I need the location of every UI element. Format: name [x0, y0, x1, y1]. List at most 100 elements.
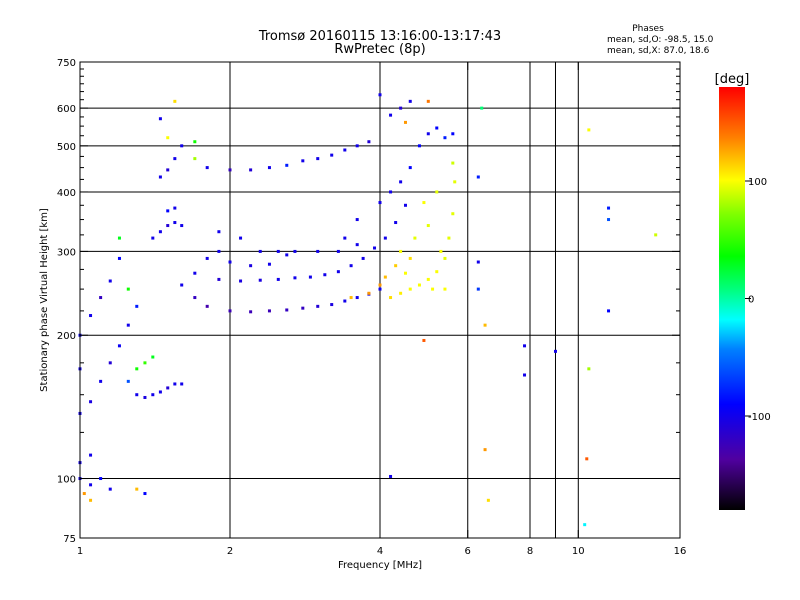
data-point	[151, 355, 155, 359]
data-point	[166, 168, 170, 172]
data-point	[117, 344, 121, 348]
x-tick-label: 6	[465, 546, 471, 557]
data-point	[180, 144, 184, 148]
data-point	[373, 246, 377, 250]
data-point	[217, 230, 221, 234]
data-point	[267, 309, 271, 313]
x-tick-label: 8	[527, 546, 533, 557]
data-point	[451, 132, 455, 136]
data-point	[408, 99, 412, 103]
data-point	[476, 287, 480, 291]
stats-heading: Phases	[632, 24, 664, 34]
data-point	[89, 314, 93, 318]
data-point	[166, 386, 170, 390]
data-point	[553, 349, 557, 353]
data-point	[193, 140, 197, 144]
data-point	[343, 148, 347, 152]
data-point	[330, 303, 334, 307]
data-point	[228, 260, 232, 264]
data-point	[435, 126, 439, 130]
data-point	[378, 283, 382, 287]
data-point	[367, 140, 371, 144]
colorbar-tick-label: 100	[748, 177, 767, 188]
data-point	[249, 168, 253, 172]
data-point	[422, 338, 426, 342]
data-point	[451, 212, 455, 216]
data-point	[166, 136, 170, 140]
data-point	[267, 262, 271, 266]
data-point	[158, 117, 162, 121]
data-point	[355, 144, 359, 148]
x-axis-label: Frequency [MHz]	[338, 560, 422, 571]
data-point	[399, 106, 403, 110]
data-point	[486, 498, 490, 502]
y-tick-label: 500	[57, 142, 76, 153]
data-point	[389, 296, 393, 300]
colorbar-tick-label: 0	[748, 295, 754, 306]
data-point	[239, 279, 243, 283]
stats-x-line: mean, sd,X: 87.0, 18.6	[607, 46, 710, 56]
data-point	[443, 287, 447, 291]
data-point	[180, 283, 184, 287]
data-point	[173, 221, 177, 225]
data-point	[135, 304, 139, 308]
data-point	[135, 367, 139, 371]
y-tick-label: 300	[57, 247, 76, 258]
x-tick-label: 4	[377, 546, 383, 557]
data-point	[330, 153, 334, 157]
data-point	[426, 132, 430, 136]
data-point	[355, 296, 359, 300]
data-point	[607, 206, 611, 210]
data-point	[483, 323, 487, 327]
data-point	[173, 157, 177, 161]
data-point	[293, 249, 297, 253]
data-point	[135, 393, 139, 397]
data-point	[89, 483, 93, 487]
data-point	[408, 256, 412, 260]
data-point	[99, 379, 103, 383]
y-axis-label: Stationary phase Virtual Height [km]	[39, 208, 50, 392]
data-point	[285, 308, 289, 312]
data-point	[135, 487, 139, 491]
data-point	[293, 276, 297, 280]
data-point	[394, 221, 398, 225]
data-point	[89, 453, 93, 457]
data-point	[108, 487, 112, 491]
y-tick-label: 100	[57, 475, 76, 486]
data-point	[316, 249, 320, 253]
data-point	[239, 236, 243, 240]
data-point	[426, 224, 430, 228]
data-point	[117, 236, 121, 240]
y-tick-label: 750	[57, 58, 76, 69]
data-point	[426, 277, 430, 281]
data-points	[78, 93, 658, 527]
data-point	[443, 136, 447, 140]
data-point	[480, 106, 484, 110]
data-point	[89, 498, 93, 502]
data-point	[276, 277, 280, 281]
y-tick-label: 75	[63, 534, 76, 545]
data-point	[173, 99, 177, 103]
data-point	[378, 201, 382, 205]
data-point	[447, 236, 451, 240]
data-point	[483, 448, 487, 452]
data-point	[349, 264, 353, 268]
data-point	[249, 264, 253, 268]
data-point	[316, 157, 320, 161]
data-point	[108, 361, 112, 365]
data-point	[249, 310, 253, 314]
data-point	[276, 249, 280, 253]
data-point	[413, 236, 417, 240]
axis-ticks: 1 2 4 6 8 10 16 75 100 200 300 400 500 600 750	[57, 58, 686, 557]
data-point	[435, 190, 439, 194]
data-point	[228, 309, 232, 313]
data-point	[399, 180, 403, 184]
y-tick-label: 400	[57, 188, 76, 199]
chart-title: Tromsø 20160115 13:16:00-13:17:43	[258, 29, 501, 44]
data-point	[408, 287, 412, 291]
data-point	[217, 249, 221, 253]
data-point	[453, 180, 457, 184]
data-point	[403, 271, 407, 275]
y-tick-label: 600	[57, 104, 76, 115]
data-point	[285, 253, 289, 257]
